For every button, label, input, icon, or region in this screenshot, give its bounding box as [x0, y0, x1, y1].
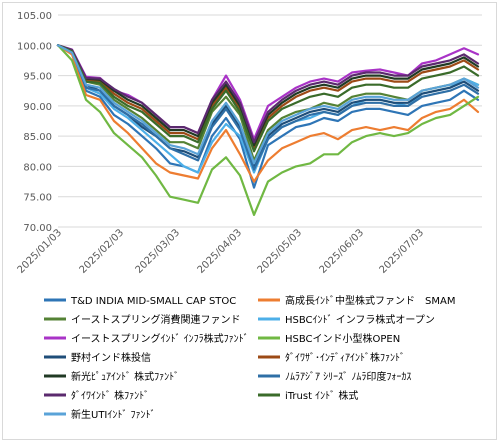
- y-axis-ticks: 70.00 75.00 80.00 85.00 90.00 95.00 100.00 105.…: [17, 11, 52, 234]
- series-line: [56, 44, 480, 171]
- y-tick-label: 105.00: [17, 11, 52, 22]
- y-tick-label: 70.00: [23, 223, 52, 234]
- legend-entry: イーストスプリングｲﾝﾄﾞ ｲﾝﾌﾗ株式ﾌｧﾝﾄﾞ: [71, 332, 249, 345]
- legend-entry: イーストスプリング消費関連ファンド: [71, 313, 241, 326]
- x-axis-ticks: 2025/01/03 2025/02/03 2025/03/03 2025/04/03…: [16, 227, 427, 276]
- x-tick-label: 2025/05/03: [256, 227, 305, 276]
- series-lines: [56, 44, 480, 216]
- legend-entry: ﾀﾞｲﾜｲﾝﾄﾞ 株ﾌｧﾝﾄﾞ: [71, 389, 149, 402]
- x-tick-label: 2025/01/03: [16, 227, 65, 276]
- legend-entry: HSBCｲﾝﾄﾞ インフラ株式オープン: [285, 313, 435, 326]
- legend-entry: 新光ﾋﾟｭｱｲﾝﾄﾞ 株式ﾌｧﾝﾄﾞ: [71, 370, 179, 383]
- x-tick-label: 2025/03/03: [134, 227, 183, 276]
- y-tick-label: 90.00: [23, 102, 52, 113]
- series-line: [56, 44, 480, 150]
- chart-frame: [2, 2, 497, 440]
- legend-entry: iTrust ｲﾝﾄﾞ 株式: [285, 389, 358, 402]
- series-line: [56, 44, 480, 144]
- series-line: [56, 44, 480, 153]
- y-tick-label: 80.00: [23, 162, 52, 173]
- legend-entry: ﾉﾑﾗｱｼﾞｱ ｼﾘｰｽﾞ ﾉﾑﾗ印度ﾌｫｰｶｽ: [285, 370, 411, 383]
- series-line: [56, 44, 480, 162]
- y-tick-label: 100.00: [17, 41, 52, 52]
- x-tick-label: 2025/06/03: [318, 227, 367, 276]
- legend-entry: ﾀﾞｲﾜｻﾞ･ｲﾝﾃﾞｨｱｲﾝﾄﾞ株ﾌｧﾝﾄﾞ: [285, 351, 405, 364]
- x-tick-label: 2025/02/03: [78, 227, 127, 276]
- series-line: [56, 44, 480, 174]
- legend-entry: 新生UTIｲﾝﾄﾞ ﾌｧﾝﾄﾞ: [71, 408, 156, 421]
- y-tick-label: 85.00: [23, 132, 52, 143]
- legend-entry: 高成長ｲﾝﾄﾞ中型株式ファンド SMAM: [285, 294, 455, 307]
- series-line: [56, 44, 480, 216]
- legend-entry: HSBCインド小型株OPEN: [285, 332, 400, 345]
- series-line: [56, 44, 480, 189]
- x-tick-label: 2025/04/03: [196, 227, 245, 276]
- legend-entry: 野村インド株投信: [71, 351, 151, 364]
- legend: T&D INDIA MID-SMALL CAP STOC 高成長ｲﾝﾄﾞ中型株式フ…: [44, 294, 455, 421]
- legend-entry: T&D INDIA MID-SMALL CAP STOC: [70, 296, 236, 307]
- series-line: [56, 44, 480, 165]
- series-line: [56, 44, 480, 147]
- x-tick-label: 2025/07/03: [378, 227, 427, 276]
- y-tick-label: 95.00: [23, 72, 52, 83]
- series-line: [56, 44, 480, 183]
- y-tick-label: 75.00: [23, 193, 52, 204]
